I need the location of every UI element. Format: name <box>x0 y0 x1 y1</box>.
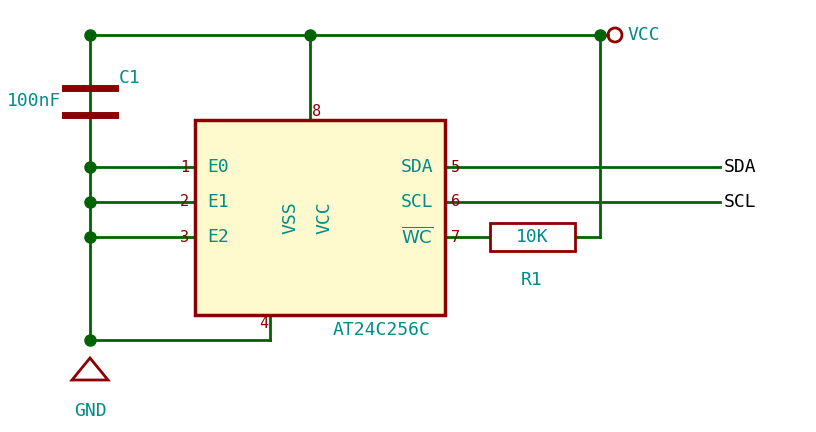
Text: VCC: VCC <box>627 26 659 44</box>
Text: 3: 3 <box>180 229 189 245</box>
Text: SDA: SDA <box>724 158 756 176</box>
Text: 4: 4 <box>259 315 268 330</box>
Text: E1: E1 <box>207 193 228 211</box>
Text: SDA: SDA <box>401 158 433 176</box>
Text: E0: E0 <box>207 158 228 176</box>
Text: 8: 8 <box>312 105 322 120</box>
Text: 5: 5 <box>451 159 460 175</box>
Text: 100nF: 100nF <box>7 92 61 110</box>
Text: SCL: SCL <box>401 193 433 211</box>
Text: R1: R1 <box>521 271 543 289</box>
Text: C1: C1 <box>119 69 140 87</box>
Text: 7: 7 <box>451 229 460 245</box>
Text: SCL: SCL <box>724 193 756 211</box>
Text: VCC: VCC <box>316 201 334 234</box>
Text: 1: 1 <box>180 159 189 175</box>
Text: GND: GND <box>73 402 106 420</box>
Text: $\overline{\rm WC}$: $\overline{\rm WC}$ <box>401 227 433 248</box>
Text: VSS: VSS <box>281 201 299 234</box>
Bar <box>195 120 445 315</box>
Text: AT24C256C: AT24C256C <box>332 321 430 339</box>
Text: 6: 6 <box>451 194 460 210</box>
Bar <box>490 223 575 251</box>
Text: 2: 2 <box>180 194 189 210</box>
Text: E2: E2 <box>207 228 228 246</box>
Text: 10K: 10K <box>516 228 548 246</box>
